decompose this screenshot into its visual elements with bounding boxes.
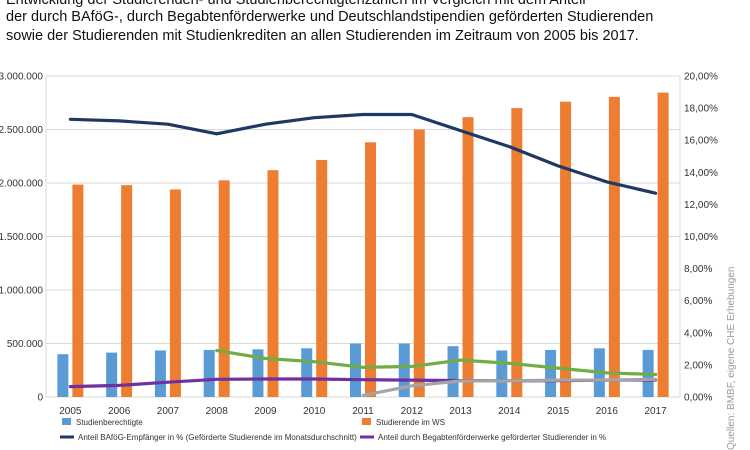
y-left-tick-label: 1.500.000 bbox=[0, 232, 43, 243]
y-right-tick-label: 18,00% bbox=[684, 104, 718, 115]
bar-studienberechtigte bbox=[252, 349, 264, 397]
x-tick-label: 2014 bbox=[498, 406, 521, 417]
line-series-3 bbox=[215, 348, 658, 377]
x-tick-label: 2010 bbox=[303, 406, 326, 417]
bar-studierende-ws bbox=[511, 108, 523, 397]
x-tick-label: 2005 bbox=[59, 406, 82, 417]
legend-label-studienberechtigte: Studienberechtigte bbox=[76, 418, 143, 427]
bar-studierende-ws bbox=[72, 184, 84, 397]
x-tick-label: 2015 bbox=[547, 406, 570, 417]
bar-studierende-ws bbox=[121, 185, 133, 397]
bar-studienberechtigte bbox=[301, 348, 313, 397]
bar-studierende-ws bbox=[169, 189, 181, 397]
source-note: Quellen: BMBF, eigene CHE Erhebungen bbox=[726, 266, 737, 450]
line-series-1 bbox=[68, 112, 658, 195]
y-right-tick-label: 20,00% bbox=[684, 72, 718, 83]
y-right-tick-label: 0,00% bbox=[684, 393, 712, 404]
legend-label-bafoeg: Anteil BAföG-Empfänger in % (Geförderte … bbox=[78, 433, 357, 442]
header-line-3: sowie der Studierenden mit Studienkredit… bbox=[6, 28, 639, 44]
bar-studierende-ws bbox=[413, 129, 425, 397]
x-tick-label: 2008 bbox=[206, 406, 229, 417]
bar-studierende-ws bbox=[560, 101, 572, 398]
bar-studienberechtigte bbox=[154, 350, 166, 397]
y-right-tick-label: 2,00% bbox=[684, 360, 712, 371]
legend-swatch-studienberechtigte bbox=[62, 418, 71, 425]
x-tick-label: 2016 bbox=[596, 406, 619, 417]
legend-label-studierende-ws: Studierende im WS bbox=[376, 418, 445, 427]
bar-studierende-ws bbox=[316, 159, 328, 397]
x-tick-label: 2012 bbox=[401, 406, 424, 417]
bar-studienberechtigte bbox=[496, 350, 508, 397]
y-right-tick-label: 14,00% bbox=[684, 168, 718, 179]
bar-studienberechtigte bbox=[545, 349, 557, 397]
bar-studierende-ws bbox=[657, 92, 669, 398]
x-tick-label: 2017 bbox=[644, 406, 667, 417]
y-right-tick-label: 12,00% bbox=[684, 200, 718, 211]
y-right-tick-label: 8,00% bbox=[684, 264, 712, 275]
y-right-tick-label: 4,00% bbox=[684, 328, 712, 339]
x-tick-label: 2013 bbox=[449, 406, 472, 417]
x-tick-label: 2011 bbox=[352, 406, 374, 417]
bar-studienberechtigte bbox=[350, 343, 361, 397]
x-tick-label: 2006 bbox=[108, 406, 131, 417]
bar-studienberechtigte bbox=[106, 352, 118, 397]
bar-studierende-ws bbox=[218, 180, 230, 397]
legend-swatch-studierende-ws bbox=[362, 418, 371, 425]
y-left-tick-label: 1.000.000 bbox=[0, 286, 43, 297]
y-right-tick-label: 16,00% bbox=[684, 136, 718, 147]
bar-studienberechtigte bbox=[447, 346, 459, 397]
bar-studierende-ws bbox=[462, 117, 474, 397]
header-line-1: Entwicklung der Studierenden- und Studie… bbox=[6, 0, 586, 8]
header-line-2: der durch BAföG-, durch Begabtenförderwe… bbox=[6, 9, 654, 25]
bar-studierende-ws bbox=[608, 96, 620, 398]
y-left-tick-label: 0 bbox=[37, 393, 43, 404]
y-right-tick-label: 6,00% bbox=[684, 296, 712, 307]
bar-studierende-ws bbox=[267, 170, 279, 397]
legend-label-begabtenfoerderwerke: Anteil durch Begabtenförderwerke geförde… bbox=[378, 433, 606, 442]
bar-studierende-ws bbox=[365, 142, 376, 397]
x-tick-label: 2009 bbox=[254, 406, 277, 417]
bar-studienberechtigte bbox=[203, 349, 215, 397]
line-series-4 bbox=[361, 377, 658, 397]
y-left-tick-label: 3.000.000 bbox=[0, 72, 43, 83]
x-tick-label: 2007 bbox=[157, 406, 180, 417]
y-right-tick-label: 10,00% bbox=[684, 232, 718, 243]
bar-studienberechtigte bbox=[57, 354, 69, 397]
y-left-tick-label: 2.000.000 bbox=[0, 179, 43, 190]
y-left-tick-label: 500.000 bbox=[7, 339, 44, 350]
y-left-tick-label: 2.500.000 bbox=[0, 125, 43, 136]
bar-studienberechtigte bbox=[398, 343, 410, 397]
